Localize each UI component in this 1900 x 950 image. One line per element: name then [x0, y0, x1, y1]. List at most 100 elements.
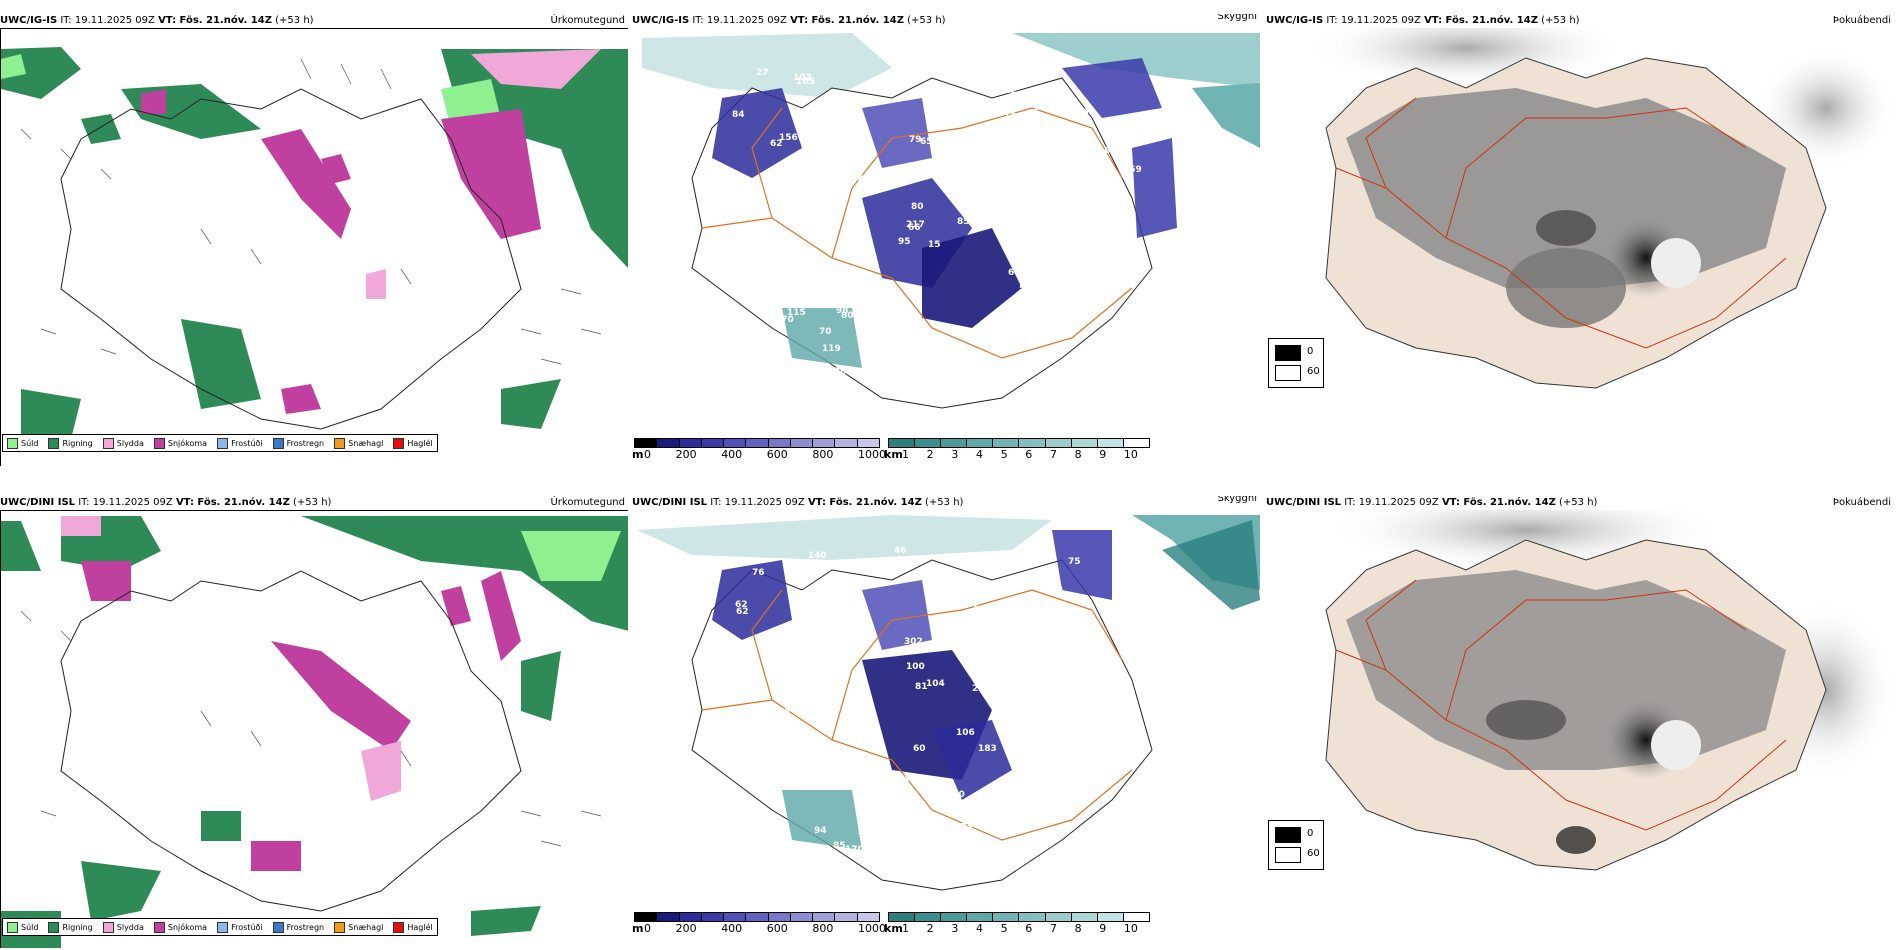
panel-header: UWC/IG-IS IT: 19.11.2025 09Z VT: Fös. 21… — [0, 14, 628, 28]
visibility-value-label: 115 — [787, 308, 806, 318]
visibility-value-label: 123 — [755, 357, 774, 367]
fog-index-map-svg — [1266, 496, 1894, 890]
visibility-value-label: 208 — [834, 367, 853, 377]
visibility-value-label: 935 — [1111, 336, 1130, 346]
visibility-value-label: 27 — [756, 68, 769, 78]
visibility-value-label: 112 — [961, 817, 980, 827]
visibility-value-label: 429 — [858, 175, 877, 185]
visibility-value-label: 102 — [793, 73, 812, 83]
visibility-value-label: 60 — [1008, 268, 1021, 278]
visibility-value-label: 79 — [909, 135, 922, 145]
visibility-value-label: 156 — [968, 202, 987, 212]
model-name: UWC/IG-IS — [632, 15, 690, 26]
model-name: UWC/DINI ISL — [632, 497, 708, 508]
tick-label: 1000 — [857, 448, 886, 461]
valid-time: VT: Fös. 21.nóv. 14Z — [807, 497, 922, 508]
legend-item: Haglél — [393, 437, 433, 449]
visibility-value-label: 53 — [1137, 653, 1150, 663]
visibility-value-label: 50 — [1050, 814, 1063, 824]
tick-label: 400 — [721, 448, 743, 461]
km-ticks: 1 2 3 4 5 6 7 8 9 10 — [902, 448, 1138, 461]
visibility-value-label: 180 — [742, 193, 761, 203]
visibility-value-label: 158 — [1083, 371, 1102, 381]
tick-label: 200 — [675, 448, 697, 461]
visibility-value-label: 15 — [928, 240, 941, 250]
legend-item: Frostregn — [272, 437, 324, 449]
visibility-panel-ig-is: UWC/IG-IS IT: 19.11.2025 09Z VT: Fös. 21… — [632, 14, 1260, 466]
visibility-map: 50 58 68 91 62 29 140 129 302 75 104 110 46 62 58 114 11… — [632, 510, 1260, 918]
fog-index-panel-ig-is: UWC/IG-IS IT: 19.11.2025 09Z VT: Fös. 21… — [1266, 14, 1894, 466]
visibility-value-label: 95 — [1034, 103, 1047, 113]
visibility-value-label: 65 — [920, 137, 933, 147]
model-name: UWC/DINI ISL — [0, 497, 76, 508]
visibility-value-label: 110 — [1043, 733, 1062, 743]
visibility-value-label: 140 — [771, 708, 790, 718]
valid-time: VT: Fös. 21.nóv. 14Z — [175, 497, 290, 508]
legend-item: Snjókoma — [153, 437, 207, 449]
visibility-value-label: 85 — [957, 217, 970, 227]
visibility-value-label: 17 — [828, 759, 841, 769]
lead-time: (+53 h) — [275, 15, 314, 26]
visibility-value-label: 86 — [1041, 270, 1054, 280]
precip-type-legend: Súld Rigning Slydda Snjókoma Frostúði Fr… — [2, 434, 438, 452]
visibility-value-label: 54 — [773, 203, 786, 213]
tick-label: 0 — [644, 448, 651, 461]
visibility-map-svg: 50 58 68 91 62 29 140 129 302 75 104 110 46 62 58 114 11… — [632, 510, 1260, 918]
visibility-value-label: 134 — [1004, 112, 1023, 122]
height-ticks: 0 200 400 600 800 1000 — [644, 448, 886, 461]
panel-header: UWC/DINI ISL IT: 19.11.2025 09Z VT: Fös.… — [0, 496, 628, 510]
visibility-value-label: 81 — [915, 682, 928, 692]
init-time: IT: 19.11.2025 09Z — [1344, 497, 1439, 508]
precip-type-panel-ig-is: UWC/IG-IS IT: 19.11.2025 09Z VT: Fös. 21… — [0, 14, 628, 466]
visibility-value-label: 206 — [1010, 297, 1029, 307]
visibility-value-label: 205 — [972, 684, 991, 694]
visibility-value-label: 76 — [752, 568, 765, 578]
visibility-value-label: 159 — [1003, 680, 1022, 690]
panel-header: UWC/DINI ISL IT: 19.11.2025 09Z VT: Fös.… — [1266, 496, 1894, 510]
visibility-value-label: 181 — [784, 846, 803, 856]
height-unit: m — [632, 922, 644, 935]
height-ticks: 0 200 400 600 800 1000 — [644, 922, 886, 935]
visibility-value-label: 94 — [814, 826, 827, 836]
model-name: UWC/IG-IS — [1266, 15, 1324, 26]
visibility-value-label: 100 — [906, 662, 925, 672]
visibility-value-label: 91 — [1124, 571, 1137, 581]
visibility-value-label: 50 — [726, 680, 739, 690]
visibility-value-label: 62 — [770, 139, 783, 149]
tick-label: 800 — [812, 448, 834, 461]
visibility-value-label: 131 — [857, 827, 876, 837]
visibility-value-label: 46 — [894, 546, 907, 556]
init-time: IT: 19.11.2025 09Z — [60, 15, 155, 26]
valid-time: VT: Fös. 21.nóv. 14Z — [1424, 15, 1538, 26]
visibility-value-label: 79 — [751, 736, 764, 746]
fog-index-legend: 0 60 — [1268, 338, 1324, 388]
panel-title: Þokuábendi — [1832, 497, 1891, 508]
visibility-value-label: 76 — [931, 136, 944, 146]
visibility-value-label: 22 — [969, 211, 982, 221]
precip-map-svg — [1, 511, 628, 948]
lead-time: (+53 h) — [907, 15, 946, 26]
visibility-value-label: 85 — [749, 703, 762, 713]
km-unit: km — [884, 922, 903, 935]
visibility-value-label: 101 — [1116, 371, 1135, 381]
visibility-value-label: 158 — [1138, 839, 1157, 849]
visibility-value-label: 183 — [978, 744, 997, 754]
visibility-value-label: 119 — [822, 344, 841, 354]
visibility-value-label: 58 — [804, 613, 817, 623]
visibility-value-label: 96 — [975, 190, 988, 200]
legend-item: Frostúði — [217, 437, 263, 449]
visibility-value-label: 95 — [898, 237, 911, 247]
precip-map — [0, 28, 628, 466]
lead-time: (+53 h) — [925, 497, 964, 508]
visibility-value-label: 80 — [794, 376, 807, 386]
km-colorbar — [888, 912, 1150, 922]
visibility-value-label: 59 — [870, 173, 883, 183]
visibility-value-label: 165 — [796, 77, 815, 87]
lead-time: (+53 h) — [1541, 15, 1580, 26]
visibility-value-label: 120 — [1123, 122, 1142, 132]
panel-header: UWC/IG-IS IT: 19.11.2025 09Z VT: Fös. 21… — [632, 14, 1260, 28]
visibility-value-label: 302 — [904, 637, 923, 647]
visibility-value-label: 62 — [735, 600, 748, 610]
fog-index-legend: 0 60 — [1268, 820, 1324, 870]
model-name: UWC/DINI ISL — [1266, 497, 1342, 508]
